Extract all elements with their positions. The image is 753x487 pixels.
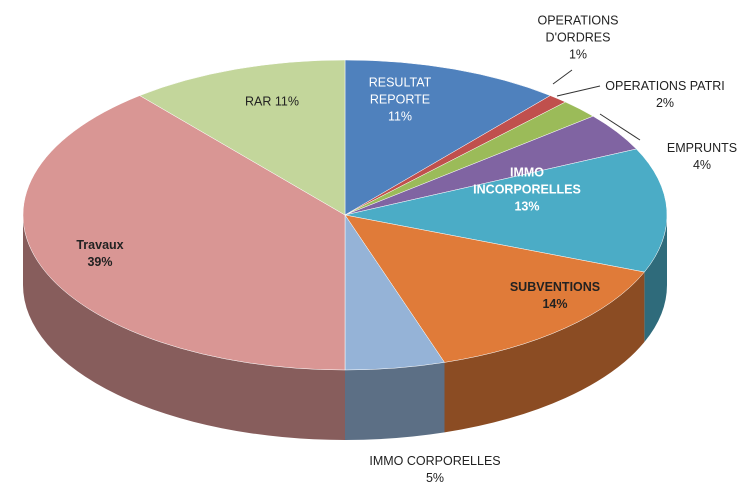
slice-name: IMMO INCORPORELLES [473, 165, 581, 197]
slice-name: IMMO CORPORELLES [369, 454, 501, 468]
slice-name: Travaux [76, 238, 124, 252]
leader-line [556, 85, 601, 97]
slice-side [644, 215, 667, 343]
slice-value: 5% [425, 471, 445, 485]
slice-label: OPERATIONS PATRI 2% [600, 78, 730, 112]
slice-label: IMMO INCORPORELLES 13% [462, 165, 592, 216]
leader-line [599, 113, 641, 141]
slice-label: Travaux 39% [60, 237, 140, 271]
slice-value: 1% [568, 47, 588, 62]
leader-lines [552, 69, 641, 141]
slice-label: IMMO CORPORELLES 5% [345, 453, 525, 487]
slice [344, 59, 551, 216]
pie-tops [22, 59, 668, 371]
leader-line [552, 69, 573, 85]
slice-name: SUBVENTIONS [509, 280, 601, 294]
slice-label: OPERATIONS D'ORDRES 1% [528, 13, 628, 64]
slice-value: 11% [387, 109, 413, 124]
slice [344, 148, 668, 273]
slice-name: OPERATIONS D'ORDRES [537, 13, 619, 45]
slice-label: EMPRUNTS 4% [657, 140, 747, 174]
slice-name: RESULTAT REPORTE [368, 75, 432, 107]
slice-label: SUBVENTIONS 14% [495, 279, 615, 313]
slice-value: 2% [655, 96, 675, 110]
slice-value: 39% [87, 255, 113, 269]
slice-value: 4% [692, 158, 712, 172]
slice [22, 95, 346, 371]
slice-value: 13% [514, 199, 540, 214]
slice-side [23, 215, 345, 440]
slice-label: RAR 11% [222, 94, 322, 111]
slice-side [444, 272, 645, 433]
slice-label: RESULTAT REPORTE 11% [360, 75, 440, 126]
slice-value: 14% [542, 297, 568, 311]
slice-name: OPERATIONS PATRI [605, 79, 725, 93]
slice-name: RAR [245, 94, 272, 109]
slice-value: 11% [274, 94, 299, 109]
slice-name: EMPRUNTS [666, 141, 738, 155]
pie-walls [23, 215, 667, 440]
slice [139, 59, 346, 216]
slice-side [345, 362, 445, 440]
